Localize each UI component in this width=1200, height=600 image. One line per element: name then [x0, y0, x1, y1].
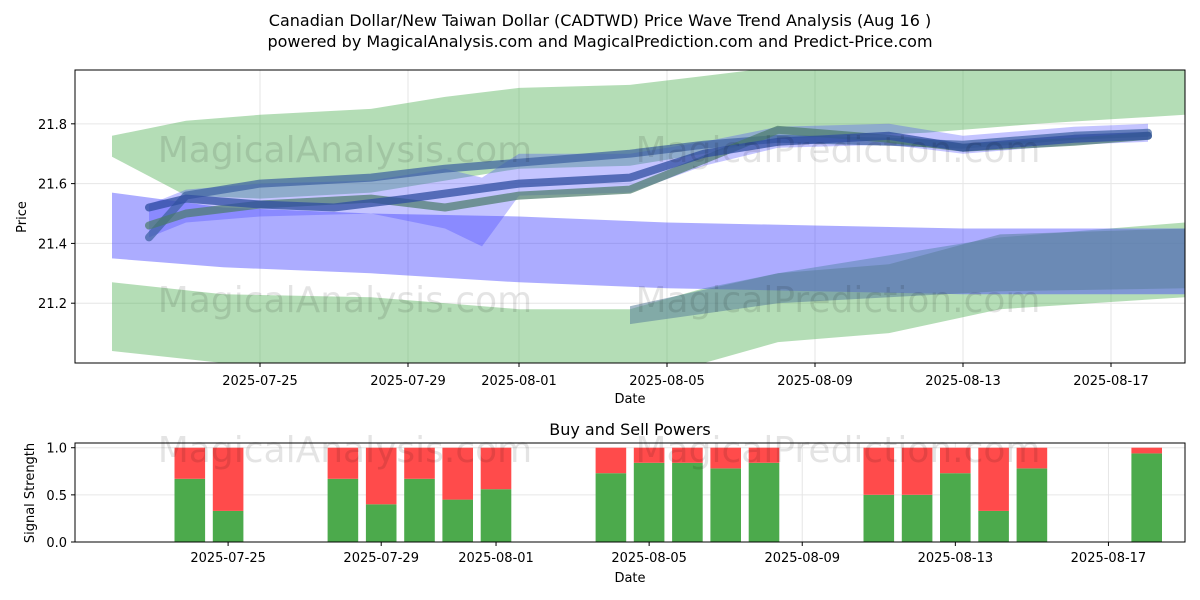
- sell-bar: [174, 447, 206, 479]
- signal-x-tick-label: 2025-08-09: [764, 551, 840, 566]
- trend-line-3: [145, 131, 1152, 212]
- price-x-tick-label: 2025-08-05: [629, 374, 705, 389]
- signal-y-label: Signal Strength: [23, 443, 38, 543]
- signal-x-label: Date: [614, 571, 645, 586]
- buy-bar: [978, 510, 1009, 542]
- watermark-bottom-left: MagicalAnalysis.com: [158, 430, 532, 471]
- buy-sell-title: Buy and Sell Powers: [549, 420, 711, 439]
- watermark-right-lower: MagicalPrediction.com: [636, 280, 1041, 321]
- price-x-axis: 2025-07-25 2025-07-29 2025-08-01 2025-08-05…: [222, 363, 1149, 389]
- price-y-tick-label: 21.2: [38, 297, 67, 312]
- buy-bar: [365, 504, 397, 542]
- buy-sell-panel: Buy and Sell Powers MagicalAnalysis.com …: [23, 420, 1186, 586]
- signal-plot-frame: [74, 442, 1186, 543]
- signal-x-tick-label: 2025-08-05: [611, 551, 687, 566]
- green-upper-wave-band: [112, 70, 1185, 199]
- signal-x-tick-label: 2025-07-25: [190, 551, 266, 566]
- sell-bar: [978, 447, 1009, 511]
- price-x-tick-label: 2025-07-25: [222, 374, 298, 389]
- buy-bar: [672, 462, 703, 542]
- chart-title: Canadian Dollar/New Taiwan Dollar (CADTW…: [269, 11, 931, 30]
- price-x-tick-label: 2025-08-17: [1073, 374, 1149, 389]
- sell-bar: [442, 447, 473, 500]
- sell-bar: [1131, 447, 1162, 454]
- sell-bar: [863, 447, 895, 495]
- price-x-label: Date: [614, 392, 645, 407]
- sell-bar: [1016, 447, 1048, 469]
- sell-bar: [212, 447, 244, 511]
- price-x-tick-label: 2025-07-29: [370, 374, 446, 389]
- signal-bars: [174, 447, 1162, 542]
- price-y-tick-label: 21.6: [38, 178, 67, 193]
- buy-bar: [174, 478, 206, 542]
- chart-subtitle: powered by MagicalAnalysis.com and Magic…: [267, 32, 932, 51]
- buy-bar: [1016, 468, 1048, 542]
- signal-x-tick-label: 2025-08-17: [1071, 551, 1147, 566]
- buy-bar: [442, 499, 473, 542]
- signal-x-tick-label: 2025-08-01: [458, 551, 534, 566]
- watermark-left: MagicalAnalysis.com: [158, 130, 532, 171]
- sell-bar: [748, 447, 780, 463]
- buy-bar: [940, 473, 971, 542]
- sell-bar: [672, 447, 703, 463]
- buy-bar: [327, 478, 359, 542]
- price-y-axis: 21.2 21.4 21.6 21.8: [38, 118, 75, 312]
- signal-x-tick-label: 2025-08-13: [918, 551, 994, 566]
- watermark-bottom-right: MagicalPrediction.com: [636, 430, 1041, 471]
- sell-bar: [710, 447, 741, 469]
- price-y-tick-label: 21.8: [38, 118, 67, 133]
- buy-bar: [595, 473, 627, 542]
- buy-bar: [212, 510, 244, 542]
- price-gridlines: [75, 70, 1185, 363]
- price-y-tick-label: 21.4: [38, 237, 67, 252]
- price-y-label: Price: [15, 201, 30, 233]
- sell-bar: [327, 447, 359, 479]
- signal-x-axis: 2025-07-25 2025-07-29 2025-08-01 2025-08-05…: [190, 542, 1146, 566]
- watermark-left-lower: MagicalAnalysis.com: [158, 280, 532, 321]
- price-wave-bands: [112, 70, 1185, 363]
- price-trend-lines: [145, 125, 1152, 242]
- buy-bar: [1131, 453, 1162, 542]
- signal-y-tick-label: 0.0: [46, 536, 67, 551]
- sell-bar: [595, 447, 627, 474]
- buy-bar: [633, 462, 665, 542]
- buy-bar: [863, 494, 895, 542]
- price-x-tick-label: 2025-08-13: [925, 374, 1001, 389]
- signal-x-tick-label: 2025-07-29: [343, 551, 419, 566]
- sell-bar: [940, 447, 971, 474]
- buy-bar: [748, 462, 780, 542]
- sell-bar: [404, 447, 435, 479]
- signal-y-axis: 0.0 0.5 1.0: [46, 442, 75, 551]
- buy-bar: [901, 494, 933, 542]
- sell-bar: [633, 447, 665, 463]
- sell-bar: [365, 447, 397, 505]
- buy-bar: [480, 489, 512, 542]
- price-plot-frame: [74, 69, 1186, 364]
- watermark-right: MagicalPrediction.com: [636, 130, 1041, 171]
- signal-y-tick-label: 0.5: [46, 489, 67, 504]
- signal-y-tick-label: 1.0: [46, 442, 67, 457]
- buy-bar: [404, 478, 435, 542]
- price-x-tick-label: 2025-08-09: [777, 374, 853, 389]
- steel-long-wave-band: [630, 228, 1185, 325]
- price-x-tick-label: 2025-08-01: [481, 374, 557, 389]
- price-wave-panel: MagicalAnalysis.com MagicalPrediction.co…: [15, 69, 1186, 407]
- sell-bar: [480, 447, 512, 490]
- sell-bar: [901, 447, 933, 495]
- buy-bar: [710, 468, 741, 542]
